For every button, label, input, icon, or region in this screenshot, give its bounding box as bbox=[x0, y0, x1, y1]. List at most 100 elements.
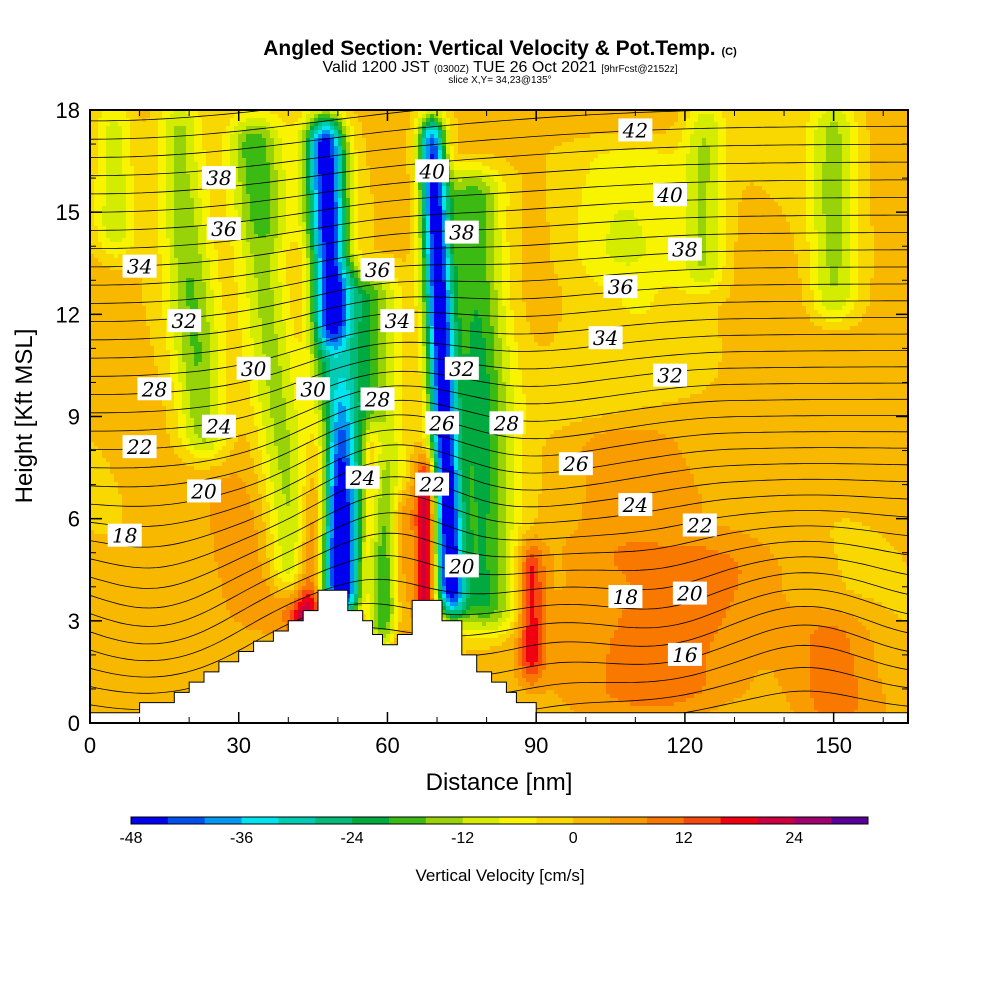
velocity-cell bbox=[214, 134, 219, 139]
velocity-cell bbox=[822, 134, 827, 139]
velocity-cell bbox=[158, 126, 163, 131]
velocity-cell bbox=[518, 110, 523, 115]
velocity-cell bbox=[670, 118, 675, 123]
velocity-cell bbox=[482, 186, 487, 191]
velocity-cell bbox=[278, 118, 283, 123]
velocity-cell bbox=[650, 162, 655, 167]
velocity-cell bbox=[290, 118, 295, 123]
velocity-cell bbox=[898, 150, 903, 155]
velocity-cell bbox=[330, 190, 335, 195]
velocity-cell bbox=[686, 118, 691, 123]
velocity-cell bbox=[374, 114, 379, 119]
velocity-cell bbox=[534, 126, 539, 131]
velocity-cell bbox=[862, 202, 867, 207]
velocity-cell bbox=[218, 130, 223, 135]
velocity-cell bbox=[118, 130, 123, 135]
velocity-cell bbox=[478, 110, 483, 115]
velocity-cell bbox=[534, 194, 539, 199]
velocity-cell bbox=[658, 126, 663, 131]
velocity-cell bbox=[146, 122, 151, 127]
velocity-cell bbox=[462, 170, 467, 175]
velocity-cell bbox=[418, 142, 423, 147]
velocity-cell bbox=[418, 134, 423, 139]
velocity-cell bbox=[310, 178, 315, 183]
velocity-cell bbox=[286, 142, 291, 147]
velocity-cell bbox=[666, 110, 671, 115]
velocity-cell bbox=[794, 194, 799, 199]
velocity-cell bbox=[390, 202, 395, 207]
velocity-cell bbox=[762, 118, 767, 123]
velocity-cell bbox=[178, 118, 183, 123]
velocity-cell bbox=[510, 114, 515, 119]
velocity-cell bbox=[566, 162, 571, 167]
velocity-cell bbox=[350, 178, 355, 183]
velocity-cell bbox=[538, 158, 543, 163]
velocity-cell bbox=[654, 110, 659, 115]
velocity-cell bbox=[294, 186, 299, 191]
velocity-cell bbox=[766, 122, 771, 127]
velocity-cell bbox=[902, 170, 907, 175]
velocity-cell bbox=[414, 142, 419, 147]
velocity-cell bbox=[90, 138, 95, 143]
velocity-cell bbox=[354, 114, 359, 119]
velocity-cell bbox=[594, 190, 599, 195]
velocity-cell bbox=[782, 138, 787, 143]
velocity-cell bbox=[126, 110, 131, 115]
velocity-cell bbox=[278, 190, 283, 195]
velocity-cell bbox=[622, 110, 627, 115]
velocity-cell bbox=[186, 154, 191, 159]
velocity-cell bbox=[298, 146, 303, 151]
velocity-cell bbox=[570, 162, 575, 167]
velocity-cell bbox=[758, 202, 763, 207]
velocity-cell bbox=[126, 178, 131, 183]
velocity-cell bbox=[334, 162, 339, 167]
velocity-cell bbox=[390, 198, 395, 203]
velocity-cell bbox=[258, 174, 263, 179]
velocity-cell bbox=[662, 118, 667, 123]
velocity-cell bbox=[282, 206, 287, 211]
velocity-cell bbox=[142, 170, 147, 175]
velocity-cell bbox=[562, 142, 567, 147]
velocity-cell bbox=[526, 166, 531, 171]
velocity-cell bbox=[414, 194, 419, 199]
velocity-cell bbox=[598, 190, 603, 195]
velocity-cell bbox=[602, 122, 607, 127]
velocity-cell bbox=[510, 170, 515, 175]
velocity-cell bbox=[350, 190, 355, 195]
velocity-cell bbox=[410, 190, 415, 195]
velocity-cell bbox=[826, 134, 831, 139]
velocity-cell bbox=[610, 182, 615, 187]
velocity-cell bbox=[538, 202, 543, 207]
velocity-cell bbox=[766, 154, 771, 159]
velocity-cell bbox=[714, 162, 719, 167]
velocity-cell bbox=[334, 130, 339, 135]
velocity-cell bbox=[126, 194, 131, 199]
velocity-cell bbox=[666, 138, 671, 143]
velocity-cell bbox=[726, 202, 731, 207]
velocity-cell bbox=[802, 118, 807, 123]
velocity-cell bbox=[374, 174, 379, 179]
velocity-cell bbox=[762, 134, 767, 139]
velocity-cell bbox=[174, 170, 179, 175]
velocity-cell bbox=[610, 114, 615, 119]
velocity-cell bbox=[146, 130, 151, 135]
velocity-cell bbox=[270, 162, 275, 167]
velocity-cell bbox=[382, 150, 387, 155]
velocity-cell bbox=[786, 126, 791, 131]
velocity-cell bbox=[902, 162, 907, 167]
velocity-cell bbox=[182, 162, 187, 167]
velocity-cell bbox=[874, 158, 879, 163]
velocity-cell bbox=[870, 190, 875, 195]
velocity-cell bbox=[226, 158, 231, 163]
velocity-cell bbox=[182, 182, 187, 187]
velocity-cell bbox=[646, 194, 651, 199]
velocity-cell bbox=[302, 114, 307, 119]
velocity-cell bbox=[550, 198, 555, 203]
velocity-cell bbox=[222, 114, 227, 119]
velocity-cell bbox=[886, 162, 891, 167]
velocity-cell bbox=[282, 158, 287, 163]
velocity-cell bbox=[546, 130, 551, 135]
velocity-cell bbox=[174, 162, 179, 167]
velocity-cell bbox=[662, 158, 667, 163]
velocity-cell bbox=[790, 158, 795, 163]
